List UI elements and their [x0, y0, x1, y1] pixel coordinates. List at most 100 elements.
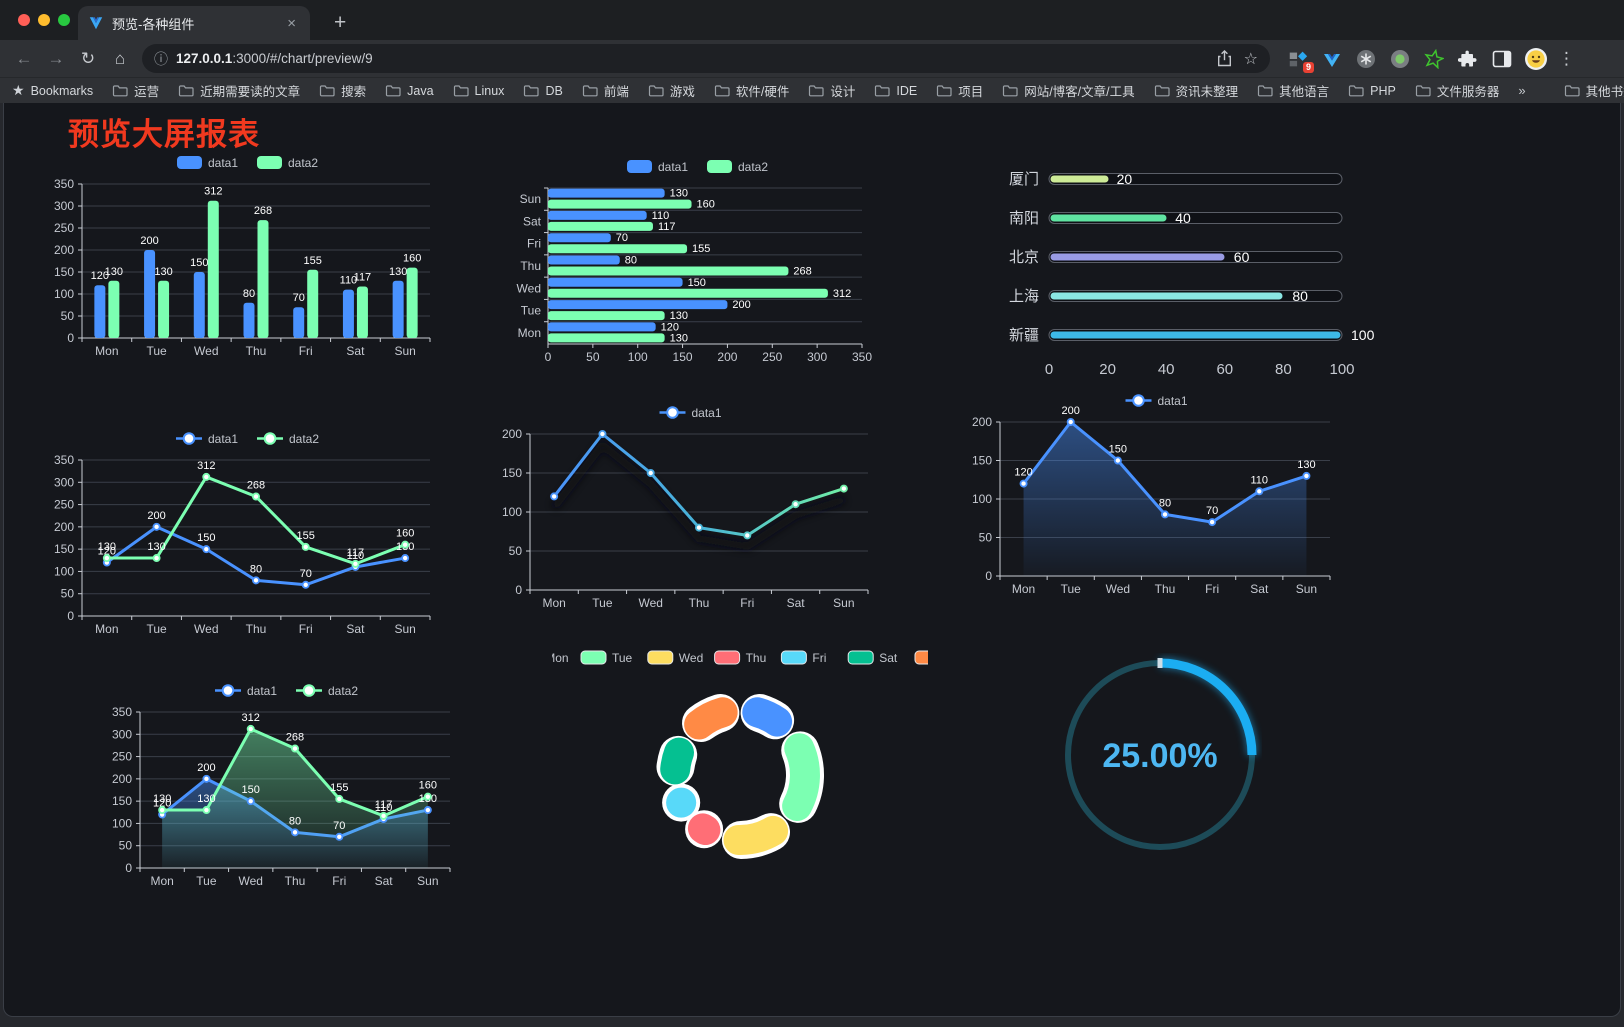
bar-data2	[158, 280, 170, 338]
home-icon[interactable]: ⌂	[114, 48, 126, 68]
chart-legend[interactable]: data1	[659, 406, 722, 420]
svg-text:80: 80	[243, 288, 255, 300]
svg-text:Fri: Fri	[812, 651, 826, 665]
chart-legend[interactable]: data1 data2	[176, 432, 319, 446]
new-tab-button[interactable]: +	[334, 11, 347, 34]
bookmark-folder[interactable]: 项目	[936, 81, 983, 100]
extension-asterisk-icon[interactable]	[1354, 47, 1378, 71]
svg-text:250: 250	[54, 498, 74, 512]
svg-text:Wed: Wed	[679, 651, 703, 665]
close-window-button[interactable]	[18, 14, 30, 26]
bookmark-folder[interactable]: IDE	[874, 81, 917, 100]
svg-text:200: 200	[140, 235, 158, 247]
bookmark-folder[interactable]: 文件服务器	[1415, 81, 1499, 100]
svg-text:150: 150	[1109, 444, 1127, 456]
extension-green-star-icon[interactable]	[1422, 47, 1446, 71]
bar-data1	[144, 250, 156, 338]
svg-text:120: 120	[661, 321, 679, 333]
back-icon[interactable]: ←	[15, 48, 33, 68]
tab-close-icon[interactable]: ×	[287, 14, 296, 32]
bookmark-folder[interactable]: 运营	[112, 81, 159, 100]
forward-icon[interactable]: →	[47, 48, 65, 68]
site-info-icon[interactable]: ⓘ	[154, 50, 168, 67]
svg-text:80: 80	[1292, 288, 1308, 304]
bar-data1	[548, 255, 620, 265]
chart-legend[interactable]: data1 data2	[177, 156, 318, 170]
chart-legend[interactable]: data1 data2	[215, 684, 358, 698]
bookmark-folder[interactable]: 网站/博客/文章/工具	[1002, 81, 1135, 100]
extension-grid-icon[interactable]: 9	[1286, 47, 1314, 73]
bookmark-folder[interactable]: 资讯未整理	[1154, 81, 1238, 100]
bookmark-folder[interactable]: DB	[523, 81, 563, 100]
svg-text:Sat: Sat	[1250, 582, 1269, 596]
share-icon[interactable]	[1217, 50, 1232, 67]
svg-text:130: 130	[389, 266, 407, 278]
folder-icon	[582, 85, 598, 97]
bookmark-star-icon[interactable]: ☆	[1243, 50, 1258, 68]
svg-text:50: 50	[119, 839, 133, 853]
reload-icon[interactable]: ↻	[80, 48, 96, 68]
svg-text:110: 110	[652, 210, 670, 222]
svg-text:110: 110	[347, 550, 365, 562]
svg-text:300: 300	[112, 727, 132, 741]
bookmark-folder[interactable]: 前端	[582, 81, 629, 100]
bookmark-other-folder[interactable]: 其他书签	[1564, 81, 1624, 100]
zoom-window-button[interactable]	[58, 14, 70, 26]
extension-record-icon[interactable]	[1388, 47, 1412, 71]
capsule-fill	[1050, 292, 1283, 300]
svg-text:80: 80	[625, 255, 637, 267]
folder-icon	[1349, 85, 1364, 97]
svg-text:0: 0	[985, 569, 992, 583]
svg-text:Thu: Thu	[1155, 582, 1176, 596]
bookmarks-overflow-icon[interactable]: »	[1518, 83, 1526, 98]
svg-text:Sun: Sun	[417, 874, 438, 888]
svg-text:Fri: Fri	[740, 596, 754, 610]
svg-text:Sun: Sun	[1296, 582, 1317, 596]
svg-text:312: 312	[204, 186, 222, 198]
bar-data2	[406, 267, 418, 338]
svg-text:200: 200	[147, 510, 165, 522]
svg-text:Thu: Thu	[746, 651, 767, 665]
chart-legend[interactable]: data1	[1125, 394, 1188, 408]
svg-text:Tue: Tue	[146, 344, 167, 358]
side-panel-icon[interactable]	[1490, 47, 1514, 71]
folder-icon	[714, 85, 730, 97]
chart-legend[interactable]: data1 data2	[627, 160, 768, 174]
svg-text:Fri: Fri	[299, 344, 313, 358]
svg-text:350: 350	[852, 350, 872, 364]
svg-text:160: 160	[419, 780, 437, 792]
svg-text:Thu: Thu	[520, 259, 541, 273]
address-bar[interactable]: ⓘ 127.0.0.1:3000/#/chart/preview/9 ☆	[142, 44, 1270, 73]
bookmark-folder[interactable]: 软件/硬件	[714, 81, 789, 100]
bookmark-folder[interactable]: 游戏	[648, 81, 695, 100]
svg-text:120: 120	[98, 546, 116, 558]
svg-text:130: 130	[670, 188, 688, 200]
svg-text:130: 130	[105, 266, 123, 278]
bookmarks-root[interactable]: ★ Bookmarks	[12, 82, 93, 99]
pie-slice-Wed	[723, 815, 789, 855]
svg-text:data1: data1	[1158, 394, 1188, 408]
profile-avatar[interactable]	[1524, 47, 1548, 71]
bookmark-folder[interactable]: Java	[385, 81, 434, 100]
svg-text:Tue: Tue	[146, 622, 167, 636]
gauge-value: 25.00%	[1102, 737, 1217, 775]
browser-tab[interactable]: 预览-各种组件 ×	[78, 6, 310, 40]
extensions-puzzle-icon[interactable]	[1456, 47, 1480, 71]
bookmark-folder[interactable]: Linux	[453, 81, 504, 100]
bookmark-folder[interactable]: 其他语言	[1257, 81, 1329, 100]
bookmark-folder[interactable]: 设计	[808, 81, 855, 100]
bookmark-folder[interactable]: 搜索	[319, 81, 366, 100]
bookmark-folder[interactable]: PHP	[1348, 81, 1396, 100]
minimize-window-button[interactable]	[38, 14, 50, 26]
browser-menu-icon[interactable]: ⋮	[1558, 48, 1575, 68]
dashboard-page: 预览大屏报表 0 50 100 150 200 250 300 350 Mon Tue Wed Thu…	[0, 103, 1624, 1027]
svg-text:100: 100	[1329, 361, 1354, 378]
svg-text:data1: data1	[247, 684, 277, 698]
bar-data2	[548, 199, 692, 209]
folder-icon	[179, 85, 194, 97]
svg-text:250: 250	[762, 350, 782, 364]
svg-text:data2: data2	[289, 432, 319, 446]
bookmark-folder[interactable]: 近期需要读的文章	[178, 81, 300, 100]
vue-devtools-icon[interactable]	[1320, 47, 1344, 71]
